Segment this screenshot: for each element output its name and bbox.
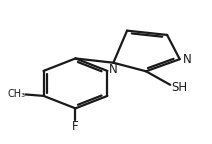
Text: N: N	[183, 53, 192, 66]
Text: F: F	[72, 120, 79, 133]
Text: SH: SH	[172, 81, 188, 94]
Text: CH₃: CH₃	[8, 89, 26, 99]
Text: N: N	[109, 63, 118, 76]
